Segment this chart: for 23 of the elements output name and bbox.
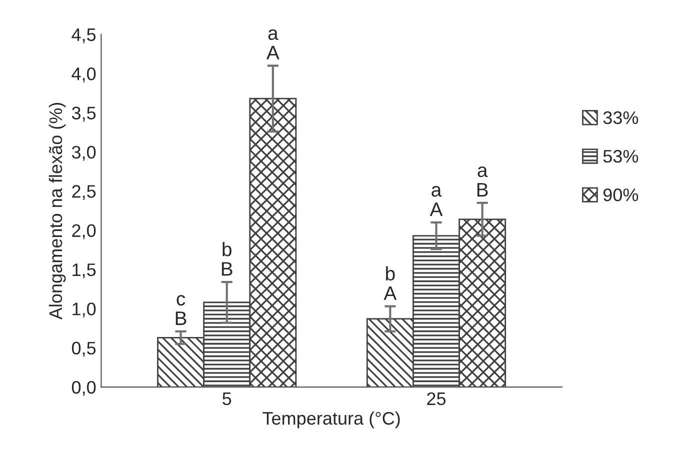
y-tick-label: 4,5 xyxy=(72,28,96,44)
annotation: b A xyxy=(384,266,397,300)
legend-label: 90% xyxy=(603,188,638,202)
x-axis-title: Temperatura (°C) xyxy=(262,411,400,428)
y-tick-label: 3,0 xyxy=(72,146,96,161)
x-tick-label: 25 xyxy=(427,392,446,406)
y-tick-label: 4,0 xyxy=(72,67,96,82)
y-tick-label: 3,5 xyxy=(72,106,96,122)
annotation: b B xyxy=(222,242,232,276)
y-tick-label: 1,0 xyxy=(72,302,96,318)
y-tick-label: 0,5 xyxy=(72,342,96,357)
annotation: a A xyxy=(266,29,280,60)
annotation: a A xyxy=(430,186,443,216)
y-tick-label: 0,0 xyxy=(72,380,96,396)
y-axis-title: Alongamento na flexão (%) xyxy=(48,102,66,320)
annotation: c B xyxy=(176,294,186,325)
y-tick-label: 1,5 xyxy=(72,264,96,278)
legend-label: 53% xyxy=(603,150,638,163)
legend-label: 33% xyxy=(603,111,638,124)
y-tick-label: 2,5 xyxy=(72,185,96,200)
x-tick-label: 5 xyxy=(222,392,232,406)
annotation: a B xyxy=(477,166,488,196)
y-tick-label: 2,0 xyxy=(72,224,96,240)
